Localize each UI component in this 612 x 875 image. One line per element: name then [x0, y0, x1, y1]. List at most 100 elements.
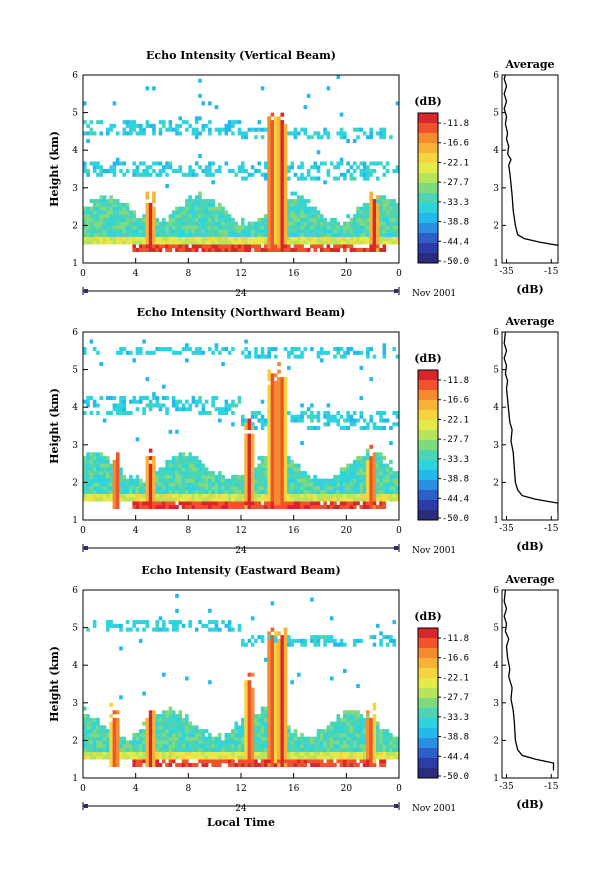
- heatmap-cell: [92, 214, 97, 219]
- heatmap-cell: [86, 225, 90, 230]
- heatmap-cell: [379, 240, 383, 245]
- heatmap-cell: [234, 247, 239, 253]
- heatmap-cell: [96, 736, 100, 741]
- heatmap-cell: [122, 161, 127, 166]
- heatmap-cell: [326, 172, 331, 177]
- heatmap-cell: [379, 486, 383, 491]
- heatmap-cell: [96, 240, 100, 245]
- heatmap-cell: [283, 395, 288, 400]
- heatmap-cell: [145, 732, 150, 737]
- heatmap-cell: [346, 236, 350, 241]
- heatmap-cell: [138, 747, 143, 752]
- heatmap-cell: [359, 740, 364, 745]
- heatmap-cell: [366, 347, 370, 352]
- heatmap-cell: [352, 740, 357, 745]
- heatmap-cell: [155, 623, 160, 628]
- heatmap-cell: [83, 410, 87, 416]
- heatmap-cell: [250, 740, 255, 745]
- heatmap-cell: [135, 474, 140, 479]
- heatmap-cell: [244, 702, 248, 707]
- heatmap-cell: [385, 236, 390, 241]
- heatmap-cell: [237, 165, 242, 170]
- y-tick-label: 4: [72, 661, 78, 671]
- heatmap-cell: [138, 131, 143, 136]
- heatmap-cell: [224, 751, 229, 756]
- heatmap-cell: [152, 240, 156, 245]
- heatmap-cell: [214, 217, 219, 222]
- heatmap-cell: [204, 199, 209, 204]
- heatmap-cell: [241, 501, 245, 506]
- heatmap-cell: [145, 240, 150, 245]
- heatmap-cell: [303, 642, 308, 647]
- colorbar-unit: (dB): [414, 352, 441, 365]
- heatmap-cell: [254, 232, 258, 237]
- heatmap-cell: [296, 229, 301, 234]
- heatmap-cell: [145, 86, 150, 91]
- heatmap-cell: [300, 403, 304, 408]
- heatmap-cell: [194, 489, 199, 494]
- heatmap-cell: [352, 474, 357, 479]
- heatmap-cell: [300, 229, 304, 234]
- colorbar-frame: [417, 112, 439, 264]
- heatmap-cell: [171, 759, 176, 764]
- heatmap-cell: [316, 635, 321, 640]
- heatmap-cell: [395, 165, 399, 170]
- y-tick-label: 2: [72, 221, 78, 231]
- heatmap-cell: [277, 169, 281, 174]
- heatmap-cell: [326, 635, 331, 640]
- heatmap-cell: [366, 740, 370, 745]
- heatmap-cell: [273, 706, 278, 711]
- heatmap-cell: [270, 347, 275, 352]
- heatmap-cell: [119, 240, 123, 245]
- heatmap-cell: [158, 497, 163, 502]
- heatmap-cell: [175, 229, 179, 234]
- heatmap-cell: [221, 478, 225, 483]
- heatmap-cell: [306, 747, 311, 752]
- heatmap-cell: [273, 138, 278, 143]
- heatmap-cell: [343, 221, 347, 226]
- average-y-tick-label: 6: [493, 586, 499, 596]
- heatmap-cell: [356, 471, 360, 476]
- heatmap-cell: [112, 504, 117, 510]
- heatmap-cell: [99, 471, 104, 476]
- heatmap-cell: [86, 744, 90, 749]
- heatmap-cell: [175, 762, 179, 768]
- heatmap-cell: [385, 221, 390, 226]
- heatmap-cell: [83, 755, 87, 760]
- heatmap-cell: [138, 232, 143, 237]
- heatmap-cell: [389, 736, 393, 741]
- heatmap-cell: [270, 150, 275, 155]
- heatmap-cell: [362, 504, 367, 510]
- heatmap-cell: [306, 504, 311, 510]
- heatmap-cell: [273, 131, 278, 136]
- heatmap-cell: [290, 751, 294, 756]
- heatmap-cell: [273, 240, 278, 245]
- heatmap-cell: [142, 486, 146, 491]
- heatmap-cell: [178, 732, 183, 737]
- heatmap-cell: [356, 638, 360, 643]
- heatmap-cell: [211, 493, 215, 498]
- heatmap-cell: [280, 392, 285, 397]
- heatmap-cell: [112, 214, 117, 219]
- heatmap-cell: [260, 706, 265, 711]
- heatmap-cell: [392, 232, 397, 237]
- heatmap-cell: [191, 236, 196, 241]
- heatmap-cell: [326, 725, 331, 730]
- heatmap-cell: [155, 755, 160, 760]
- heatmap-cell: [148, 202, 153, 207]
- heatmap-cell: [300, 736, 304, 741]
- heatmap-cell: [115, 410, 120, 416]
- heatmap-cell: [372, 493, 377, 498]
- heatmap-cell: [191, 474, 196, 479]
- heatmap-cell: [270, 680, 275, 685]
- heatmap-cell: [244, 642, 248, 647]
- heatmap-cell: [254, 467, 258, 472]
- heatmap-cell: [214, 755, 219, 760]
- heatmap-cell: [158, 236, 163, 241]
- heatmap-cell: [379, 482, 383, 487]
- heatmap-cell: [178, 471, 183, 476]
- heatmap-cell: [349, 751, 354, 756]
- heatmap-cell: [283, 184, 288, 189]
- heatmap-cell: [267, 403, 271, 408]
- heatmap-cell: [178, 217, 183, 222]
